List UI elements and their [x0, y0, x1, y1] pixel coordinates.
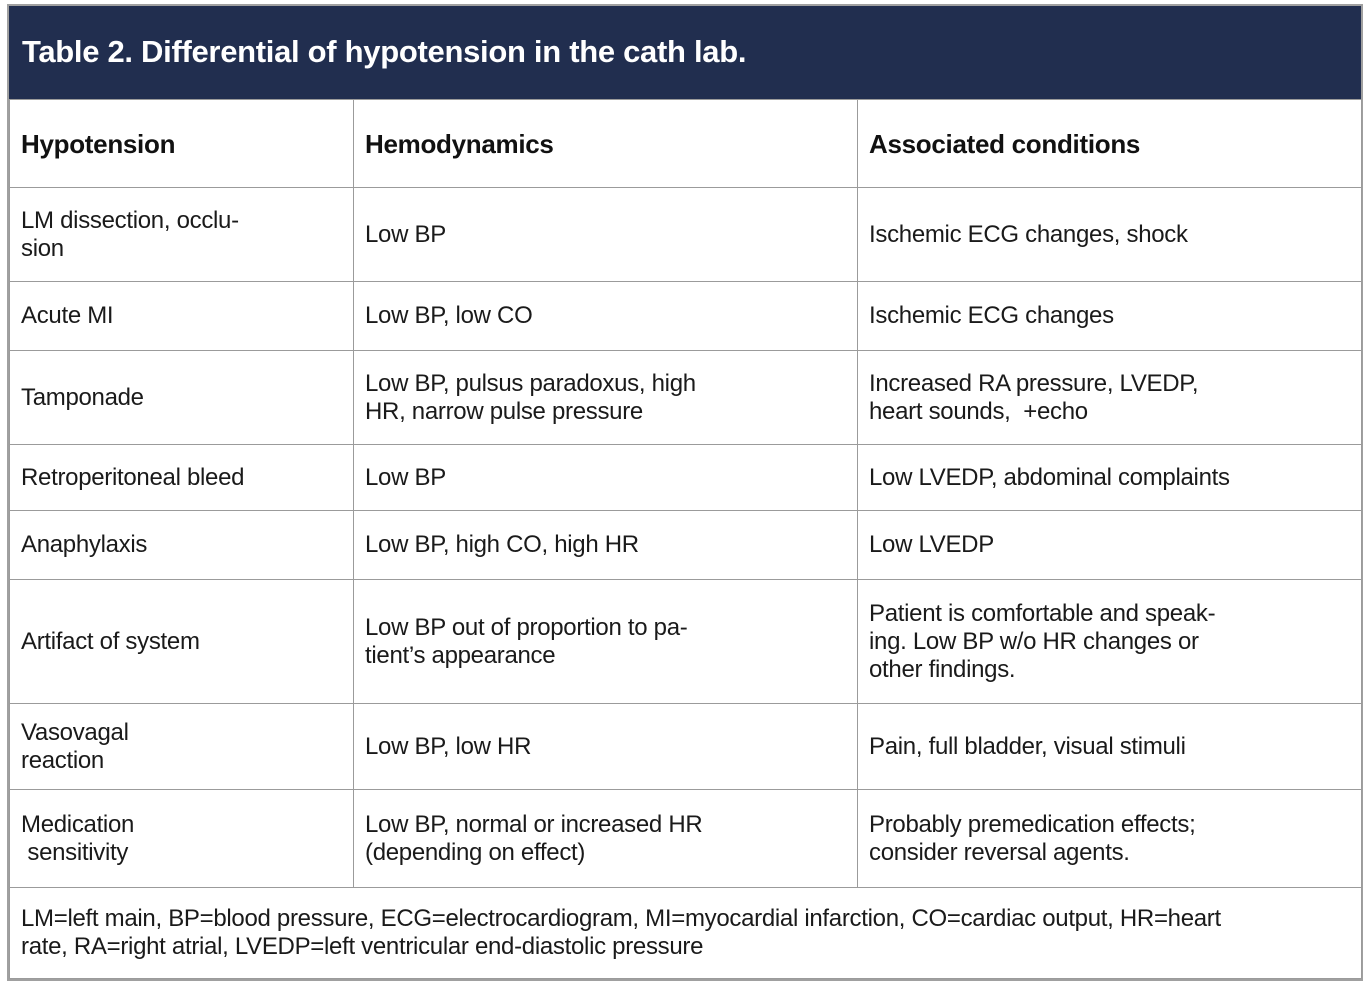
cell-hemodynamics: Low BP, low HR — [353, 703, 858, 790]
cell-associated-conditions: Pain, full bladder, visual stimuli — [857, 703, 1362, 790]
cell-associated-conditions: Ischemic ECG changes, shock — [857, 187, 1362, 282]
table-row-tamponade: Tamponade Low BP, pulsus paradoxus, high… — [9, 350, 1362, 445]
cell-associated-conditions: Low LVEDP — [857, 510, 1362, 580]
table-frame: Table 2. Differential of hypotension in … — [7, 4, 1363, 981]
table-row-anaphylaxis: Anaphylaxis Low BP, high CO, high HR Low… — [9, 510, 1362, 580]
cell-hypotension: Acute MI — [9, 281, 354, 351]
column-header-hemodynamics: Hemodynamics — [353, 99, 858, 188]
table-title: Table 2. Differential of hypotension in … — [22, 34, 747, 70]
column-header-associated-conditions: Associated conditions — [857, 99, 1362, 188]
column-header-hypotension: Hypotension — [9, 99, 354, 188]
cell-hemodynamics: Low BP, low CO — [353, 281, 858, 351]
cell-hemodynamics: Low BP, normal or increased HR (dependin… — [353, 789, 858, 888]
table-row-acute-mi: Acute MI Low BP, low CO Ischemic ECG cha… — [9, 281, 1362, 351]
table-footnote-row: LM=left main, BP=blood pressure, ECG=ele… — [9, 887, 1362, 979]
differential-hypotension-table: Hypotension Hemodynamics Associated cond… — [9, 99, 1362, 979]
cell-hypotension: LM dissection, occlu- sion — [9, 187, 354, 282]
cell-associated-conditions: Probably premedication effects; consider… — [857, 789, 1362, 888]
cell-associated-conditions: Ischemic ECG changes — [857, 281, 1362, 351]
cell-hypotension: Artifact of system — [9, 579, 354, 704]
cell-hypotension: Retroperitoneal bleed — [9, 444, 354, 511]
table-row-artifact-of-system: Artifact of system Low BP out of proport… — [9, 579, 1362, 704]
cell-hemodynamics: Low BP out of proportion to pa- tient’s … — [353, 579, 858, 704]
table-row-vasovagal-reaction: Vasovagal reaction Low BP, low HR Pain, … — [9, 703, 1362, 790]
cell-hemodynamics: Low BP, pulsus paradoxus, high HR, narro… — [353, 350, 858, 445]
cell-hypotension: Medication sensitivity — [9, 789, 354, 888]
cell-hemodynamics: Low BP — [353, 444, 858, 511]
cell-hypotension: Vasovagal reaction — [9, 703, 354, 790]
cell-hypotension: Anaphylaxis — [9, 510, 354, 580]
cell-associated-conditions: Low LVEDP, abdominal complaints — [857, 444, 1362, 511]
table-title-bar: Table 2. Differential of hypotension in … — [9, 6, 1361, 99]
cell-associated-conditions: Patient is comfortable and speak- ing. L… — [857, 579, 1362, 704]
cell-hemodynamics: Low BP — [353, 187, 858, 282]
cell-hemodynamics: Low BP, high CO, high HR — [353, 510, 858, 580]
table-row-retroperitoneal-bleed: Retroperitoneal bleed Low BP Low LVEDP, … — [9, 444, 1362, 511]
table-row-medication-sensitivity: Medication sensitivity Low BP, normal or… — [9, 789, 1362, 888]
cell-associated-conditions: Increased RA pressure, LVEDP, heart soun… — [857, 350, 1362, 445]
cell-hypotension: Tamponade — [9, 350, 354, 445]
table-row-lm-dissection: LM dissection, occlu- sion Low BP Ischem… — [9, 187, 1362, 282]
table-header-row: Hypotension Hemodynamics Associated cond… — [9, 99, 1362, 188]
abbreviations-footnote: LM=left main, BP=blood pressure, ECG=ele… — [9, 887, 1362, 979]
